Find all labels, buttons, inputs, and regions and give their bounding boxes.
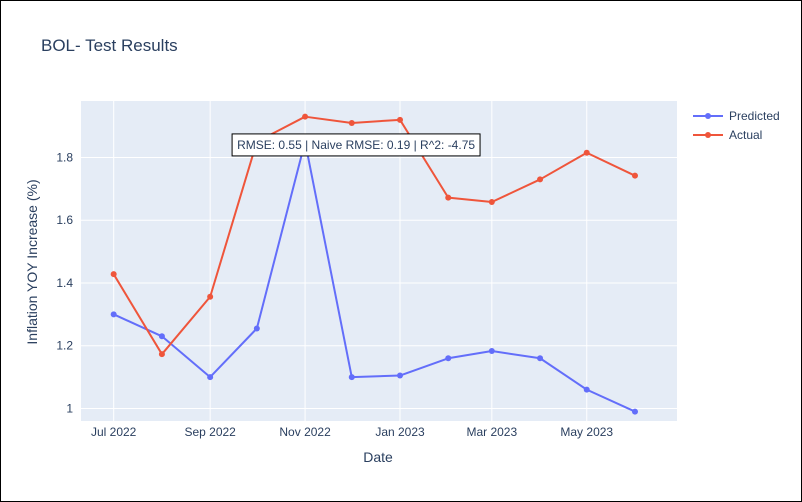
x-tick-label: Sep 2022 <box>184 425 236 439</box>
predicted-line <box>113 140 636 413</box>
predicted-point <box>110 311 117 318</box>
annotation-text: RMSE: 0.55 | Naive RMSE: 0.19 | R^2: -4.… <box>237 138 475 152</box>
x-tick-label: May 2023 <box>560 425 613 439</box>
legend-label-predicted: Predicted <box>729 109 780 123</box>
x-tick-label: Nov 2022 <box>279 425 331 439</box>
x-tick-label: Mar 2023 <box>466 425 517 439</box>
y-tick-label: 1 <box>66 401 73 415</box>
annotation-box <box>231 133 481 157</box>
actual-line <box>112 115 636 356</box>
y-tick-label: 1.6 <box>56 213 73 227</box>
y-axis-title: Inflation YOY Increase (%) <box>24 179 40 344</box>
predicted-point <box>488 348 495 355</box>
x-tick-label: Jan 2023 <box>375 425 425 439</box>
y-tick-label: 1.8 <box>56 150 73 164</box>
chart-title: BOL- Test Results <box>41 36 178 55</box>
predicted-point <box>397 372 404 379</box>
predicted-point <box>583 386 590 393</box>
actual-point <box>445 194 452 201</box>
legend-marker-predicted <box>705 113 711 119</box>
actual-point <box>397 116 404 123</box>
x-axis-title: Date <box>363 449 393 465</box>
y-axis-ticks: 1 1.2 1.4 1.6 1.8 <box>56 150 73 415</box>
predicted-point <box>445 355 452 362</box>
predicted-point <box>537 355 544 362</box>
predicted-point <box>158 333 165 340</box>
actual-point <box>348 119 355 126</box>
y-tick-label: 1.4 <box>56 276 73 290</box>
legend-label-actual: Actual <box>729 128 762 142</box>
actual-point <box>158 351 165 358</box>
actual-point <box>631 172 638 179</box>
predicted-point <box>207 374 214 381</box>
x-axis-ticks: Jul 2022 Sep 2022 Nov 2022 Jan 2023 Mar 2023… <box>91 425 613 439</box>
actual-point <box>207 293 214 300</box>
actual-point <box>110 271 117 278</box>
y-tick-label: 1.2 <box>56 339 73 353</box>
actual-point <box>537 176 544 183</box>
predicted-point <box>253 325 260 332</box>
legend[interactable]: Predicted Actual <box>693 109 780 142</box>
x-tick-label: Jul 2022 <box>91 425 137 439</box>
annotation: RMSE: 0.55 | Naive RMSE: 0.19 | R^2: -4.… <box>231 133 481 157</box>
predicted-point <box>631 408 638 415</box>
predicted-point <box>348 374 355 381</box>
actual-point <box>488 199 495 206</box>
legend-marker-actual <box>705 132 711 138</box>
actual-point <box>302 113 309 120</box>
actual-point <box>583 149 590 156</box>
